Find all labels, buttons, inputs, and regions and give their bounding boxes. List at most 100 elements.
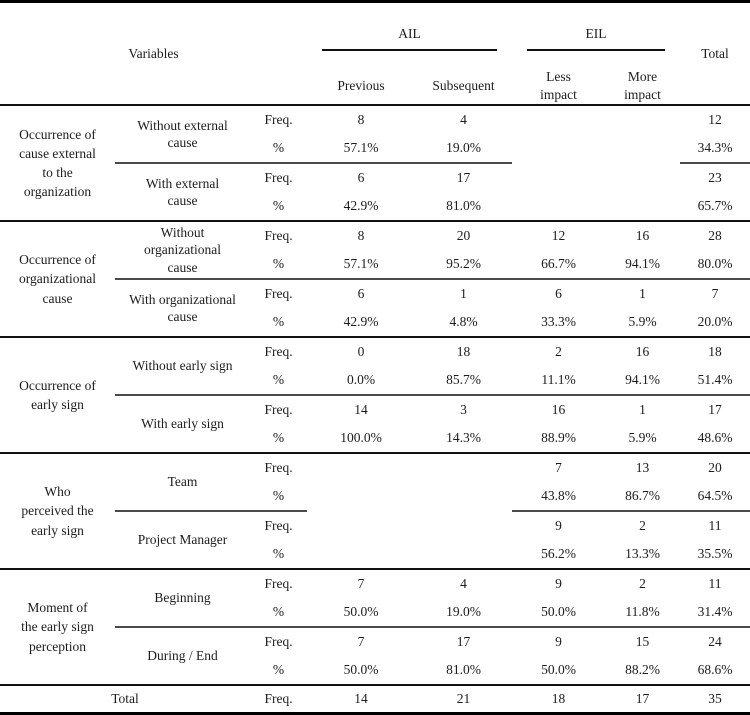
freq-value xyxy=(512,163,605,192)
pct-value: 11.1% xyxy=(541,372,576,388)
pct-value: 95.2% xyxy=(446,256,481,272)
pct-value: 5.9% xyxy=(628,430,657,446)
measure-label: Freq. xyxy=(250,104,308,135)
freq-value: 7 xyxy=(307,568,416,599)
pct-value: 64.5% xyxy=(697,488,733,504)
freq-value: 13 xyxy=(605,452,681,483)
pct-value: 94.1% xyxy=(625,372,660,388)
freq-value: 3 xyxy=(415,394,513,425)
group-label: Occurrence of cause external to the orga… xyxy=(0,104,115,222)
pct-value: 56.2% xyxy=(541,546,576,562)
category-label: With early sign xyxy=(115,394,250,454)
pct-value xyxy=(605,134,680,163)
freq-value xyxy=(415,452,513,483)
pct-value: 14.3% xyxy=(446,430,481,446)
category-label: Without organizational cause xyxy=(115,220,250,280)
measure-label: Freq. xyxy=(250,278,308,309)
freq-value: 6 xyxy=(307,162,416,193)
group-label: Who perceived the early sign xyxy=(0,452,115,570)
pct-value: 85.7% xyxy=(446,372,481,388)
freq-value: 14 xyxy=(307,394,416,425)
freq-value: 8 xyxy=(307,104,416,135)
col-header-more-impact: More impact xyxy=(624,69,661,103)
pct-value: 57.1% xyxy=(343,256,379,272)
pct-value: 81.0% xyxy=(446,198,481,214)
pct-value xyxy=(605,192,680,221)
eil-group-header: EIL xyxy=(512,2,680,69)
pct-value: 13.3% xyxy=(625,546,660,562)
measure-label: Freq. xyxy=(250,684,308,714)
category-label: Project Manager xyxy=(115,510,250,570)
pct-value: 50.0% xyxy=(541,662,576,678)
category-label: Without early sign xyxy=(115,336,250,396)
measure-label: Freq. xyxy=(250,510,308,541)
freq-value: 9 xyxy=(512,568,606,599)
pct-value xyxy=(307,540,415,569)
measure-label: % xyxy=(272,314,285,330)
pct-value xyxy=(512,192,605,221)
measure-label: Freq. xyxy=(250,568,308,599)
total-column-header: Total xyxy=(701,45,729,61)
freq-value xyxy=(605,104,681,135)
freq-value: 8 xyxy=(307,220,416,251)
total-value: 21 xyxy=(415,684,513,714)
freq-value: 1 xyxy=(415,278,513,309)
category-label: Without external cause xyxy=(115,104,250,164)
pct-value: 57.1% xyxy=(343,140,379,156)
pct-value: 88.9% xyxy=(541,430,576,446)
freq-value: 15 xyxy=(605,626,681,657)
freq-value: 17 xyxy=(680,394,750,425)
freq-value: 2 xyxy=(512,336,606,367)
category-label: With external cause xyxy=(115,162,250,222)
freq-value: 12 xyxy=(512,220,606,251)
pct-value: 20.0% xyxy=(697,314,733,330)
pct-value: 100.0% xyxy=(340,430,382,446)
variables-header: Variables xyxy=(128,45,179,61)
col-header-previous: Previous xyxy=(337,78,385,94)
freq-value: 20 xyxy=(680,452,750,483)
freq-value: 23 xyxy=(680,162,750,193)
measure-label: Freq. xyxy=(250,162,308,193)
group-label: Occurrence of organizational cause xyxy=(0,220,115,338)
freq-value xyxy=(415,511,512,540)
pct-value: 34.3% xyxy=(697,140,733,156)
pct-value: 50.0% xyxy=(343,604,379,620)
total-row-label: Total xyxy=(0,684,250,714)
freq-value: 9 xyxy=(512,510,606,541)
freq-value: 28 xyxy=(680,220,750,251)
measure-label: % xyxy=(272,198,285,214)
pct-value: 50.0% xyxy=(343,662,379,678)
pct-value xyxy=(415,482,512,511)
pct-value: 35.5% xyxy=(697,546,733,562)
group-label: Occurrence of early sign xyxy=(0,336,115,454)
pct-value: 4.8% xyxy=(449,314,478,330)
category-label: Beginning xyxy=(115,568,250,628)
pct-value: 51.4% xyxy=(697,372,733,388)
freq-value: 11 xyxy=(680,510,750,541)
freq-value xyxy=(512,104,606,135)
freq-value: 4 xyxy=(415,104,513,135)
total-value: 17 xyxy=(605,684,681,714)
pct-value: 0.0% xyxy=(346,372,376,388)
pct-value: 33.3% xyxy=(541,314,576,330)
pct-value: 94.1% xyxy=(625,256,660,272)
col-header-less-impact: Less impact xyxy=(540,69,577,103)
freq-value: 24 xyxy=(680,626,750,657)
measure-label: % xyxy=(272,430,285,446)
freq-value: 11 xyxy=(680,568,750,599)
pct-value: 31.4% xyxy=(697,604,733,620)
freq-value: 7 xyxy=(512,452,606,483)
category-label: During / End xyxy=(115,626,250,686)
freq-value xyxy=(307,452,416,483)
measure-label: % xyxy=(272,604,285,620)
pct-value: 86.7% xyxy=(625,488,660,504)
freq-value: 6 xyxy=(512,278,606,309)
freq-value: 18 xyxy=(415,336,513,367)
pct-value: 42.9% xyxy=(343,314,379,330)
measure-label: % xyxy=(272,488,285,504)
measure-label: Freq. xyxy=(250,626,308,657)
freq-value: 9 xyxy=(512,626,606,657)
freq-value: 2 xyxy=(605,568,681,599)
pct-value: 88.2% xyxy=(625,662,660,678)
freq-value: 16 xyxy=(605,220,681,251)
